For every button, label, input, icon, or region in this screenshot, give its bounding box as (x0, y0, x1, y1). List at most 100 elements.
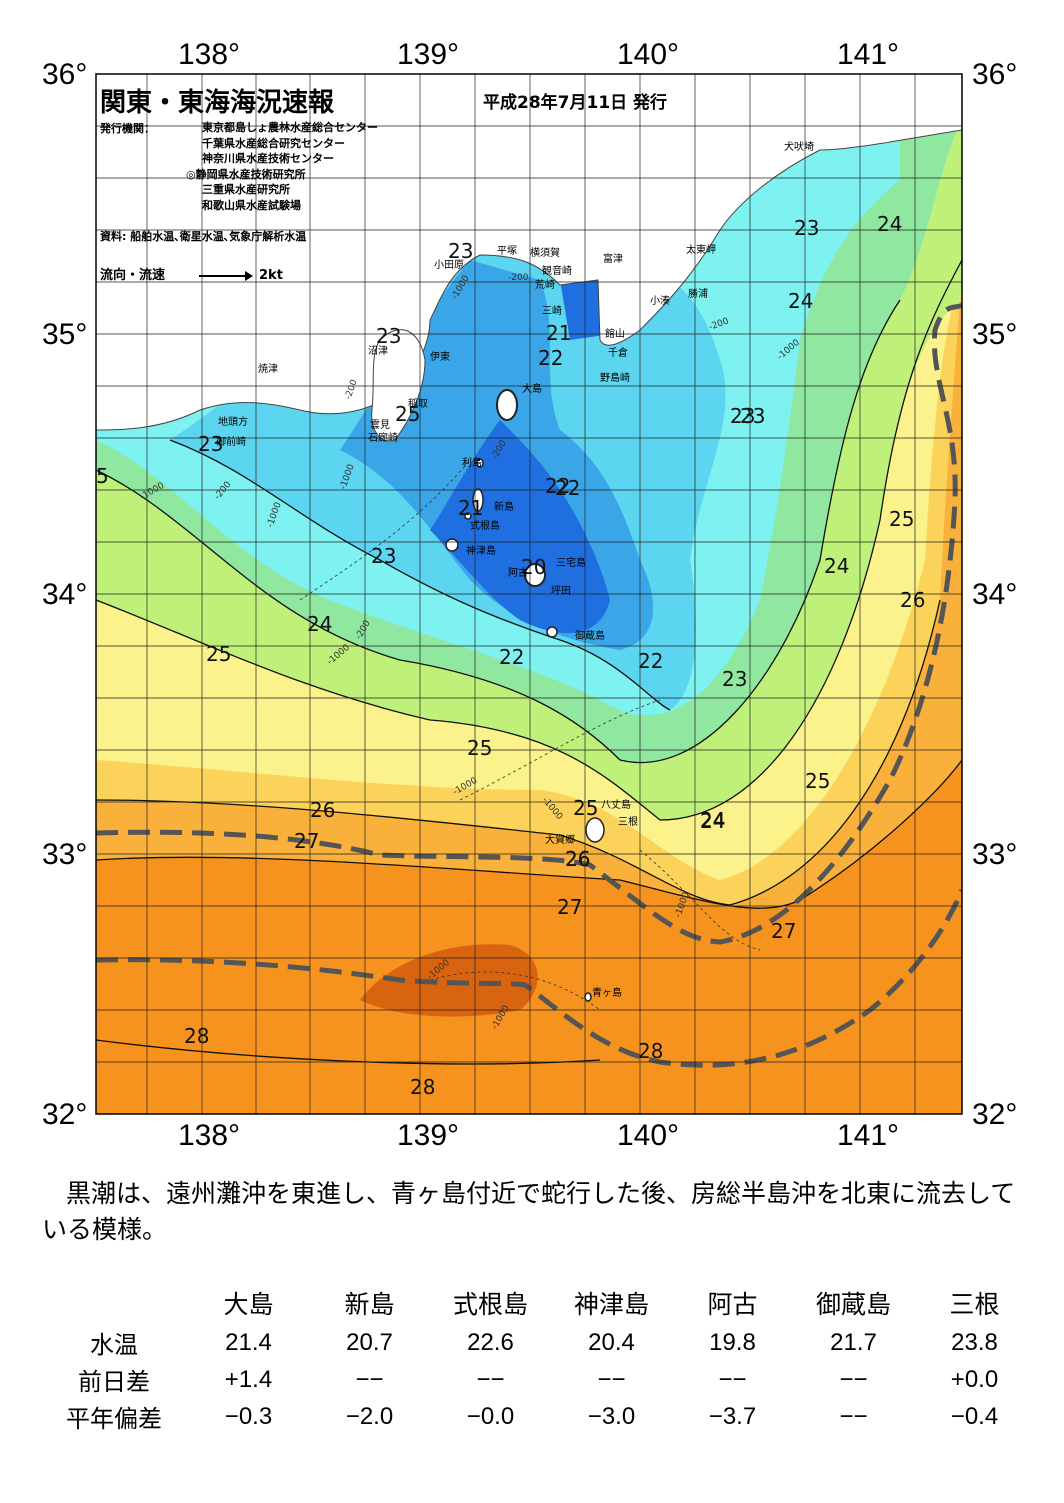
place-label: 野島崎 (600, 371, 630, 384)
isotherm-label: 21 (458, 496, 483, 520)
col-header: 大島 (223, 1290, 274, 1319)
isotherm-label: 23 (448, 239, 473, 263)
isotherm-label: 23 (740, 404, 765, 428)
table-cell: −3.0 (587, 1402, 636, 1430)
place-label: 太東岬 (686, 243, 716, 256)
row-label: 水温 (90, 1331, 138, 1359)
isotherm-label: 25 (889, 507, 914, 531)
isotherm-label: 28 (638, 1039, 663, 1063)
isotherm-label: 20 (521, 555, 546, 579)
col-header: 新島 (344, 1290, 395, 1319)
org-item: ◎静岡県水産技術研究所 (186, 167, 306, 181)
org-list: 東京都島しょ農林水産総合センター 千葉県水産総合研究センター 神奈川県水産技術セ… (186, 120, 378, 213)
place-label: 八丈島 (601, 798, 631, 811)
island-toshima (476, 458, 484, 468)
isotherm-label: 26 (565, 847, 590, 871)
place-label: 観音崎 (542, 264, 572, 277)
lat-tick: 33° (972, 838, 1017, 871)
lat-tick: 35° (972, 318, 1017, 351)
isotherm-label: 25 (573, 796, 598, 820)
isotherm-label: 25 (805, 769, 830, 793)
lon-tick: 139° (397, 1119, 459, 1152)
isotherm-label: 24 (700, 809, 725, 833)
place-label: 新島 (494, 500, 514, 513)
table-cell: +1.4 (224, 1365, 273, 1393)
table-cell: −3.7 (708, 1402, 757, 1430)
island-hachijojima (585, 817, 605, 843)
place-label: 小湊 (650, 294, 670, 307)
table-cell: −2.0 (345, 1402, 394, 1430)
isotherm-label: 24 (788, 289, 813, 313)
place-label: 阿古 (508, 566, 528, 579)
legend-label: 流向・流速 (100, 268, 166, 283)
table-cell: −− (355, 1365, 384, 1393)
isotherm-label: 22 (499, 645, 524, 669)
place-label: 大賀郷 (545, 833, 575, 846)
lat-tick: 32° (42, 1098, 87, 1131)
col-header: 御蔵島 (815, 1290, 891, 1319)
row-label: 平年偏差 (66, 1405, 162, 1433)
kuroshio-axis (96, 302, 962, 1068)
table-cell: −0.4 (950, 1402, 999, 1430)
place-label: 地頭方 (218, 415, 248, 428)
isotherm-label: 23 (376, 324, 401, 348)
lon-tick: 138° (178, 1119, 240, 1152)
place-label: 式根島 (470, 519, 500, 532)
island-kozushima (445, 538, 459, 552)
isotherm-label: 28 (184, 1024, 209, 1048)
observation-table: 大島 新島 式根島 神津島 阿古 御蔵島 三根 水温 21.4 20.7 22.… (40, 1282, 1035, 1435)
place-label: 稲取 (408, 398, 428, 410)
place-label: 雲見 (370, 419, 390, 431)
flow-legend: 流向・流速 2kt (100, 264, 283, 283)
org-item: 神奈川県水産技術センター (202, 152, 334, 165)
place-label: 館山 (605, 327, 625, 340)
place-label: 利島 (462, 456, 482, 469)
tokyo-bay (560, 280, 605, 340)
lat-tick: 34° (42, 578, 87, 611)
table-cell: 20.7 (346, 1328, 393, 1356)
isotherm-label: 27 (294, 829, 319, 853)
isotherm-label: 23 (730, 404, 755, 428)
table-row: 前日差 +1.4 −− −− −− −− −− +0.0 (40, 1361, 1035, 1398)
table-cell: −0.3 (224, 1402, 273, 1430)
place-label: 平塚 (497, 245, 517, 257)
place-label: 青ヶ島 (592, 986, 622, 999)
col-header: 阿古 (707, 1290, 758, 1319)
org-item: 三重県水産研究所 (202, 183, 290, 196)
isotherm-label: 21 (546, 321, 571, 345)
isotherm-label: 22 (545, 474, 570, 498)
lon-ticks-bottom: 138° 139° 140° 141° (178, 1119, 899, 1152)
map-title: 関東・東海海況速報 (100, 88, 335, 118)
lon-tick: 140° (617, 1119, 679, 1152)
lon-tick: 141° (837, 38, 899, 71)
place-label: 横須賀 (530, 246, 560, 259)
lat-tick: 33° (42, 838, 87, 871)
island-oshima (496, 389, 518, 421)
place-label: 勝浦 (688, 287, 708, 300)
table-cell: −− (476, 1365, 505, 1393)
place-label: 三根 (618, 815, 638, 828)
isotherm-label: 23 (794, 216, 819, 240)
isotherm-label: 25 (206, 642, 231, 666)
grid (96, 74, 962, 1114)
place-label: 坪田 (551, 584, 571, 597)
isotherm-label: 27 (771, 919, 796, 943)
col-header: 三根 (949, 1290, 1000, 1319)
arrow-icon (199, 270, 254, 281)
isotherm-label: 24 (700, 808, 725, 832)
isotherm-label: 26 (900, 588, 925, 612)
place-label: 御蔵島 (575, 629, 605, 642)
isotherm-label: 22 (555, 476, 580, 500)
summary-text: 黒潮は、遠州灘沖を東進し、青ヶ島付近で蛇行した後、房総半島沖を北東に流去している… (42, 1179, 1016, 1244)
place-names: 犬吠埼 太東岬 勝浦 小湊 館山 千倉 野島崎 富津 観音崎 横須賀 平塚 荒崎… (216, 140, 814, 999)
isotherm-label: 22 (638, 649, 663, 673)
row-label: 前日差 (78, 1368, 150, 1396)
lat-tick: 34° (972, 578, 1017, 611)
col-header: 式根島 (452, 1290, 528, 1319)
table-cell: −− (839, 1402, 868, 1430)
lon-tick: 140° (617, 38, 679, 71)
table-cell: 19.8 (709, 1328, 756, 1356)
lon-tick: 141° (837, 1119, 899, 1152)
isotherm-label: 26 (565, 847, 590, 871)
table-cell: 21.4 (225, 1328, 272, 1356)
